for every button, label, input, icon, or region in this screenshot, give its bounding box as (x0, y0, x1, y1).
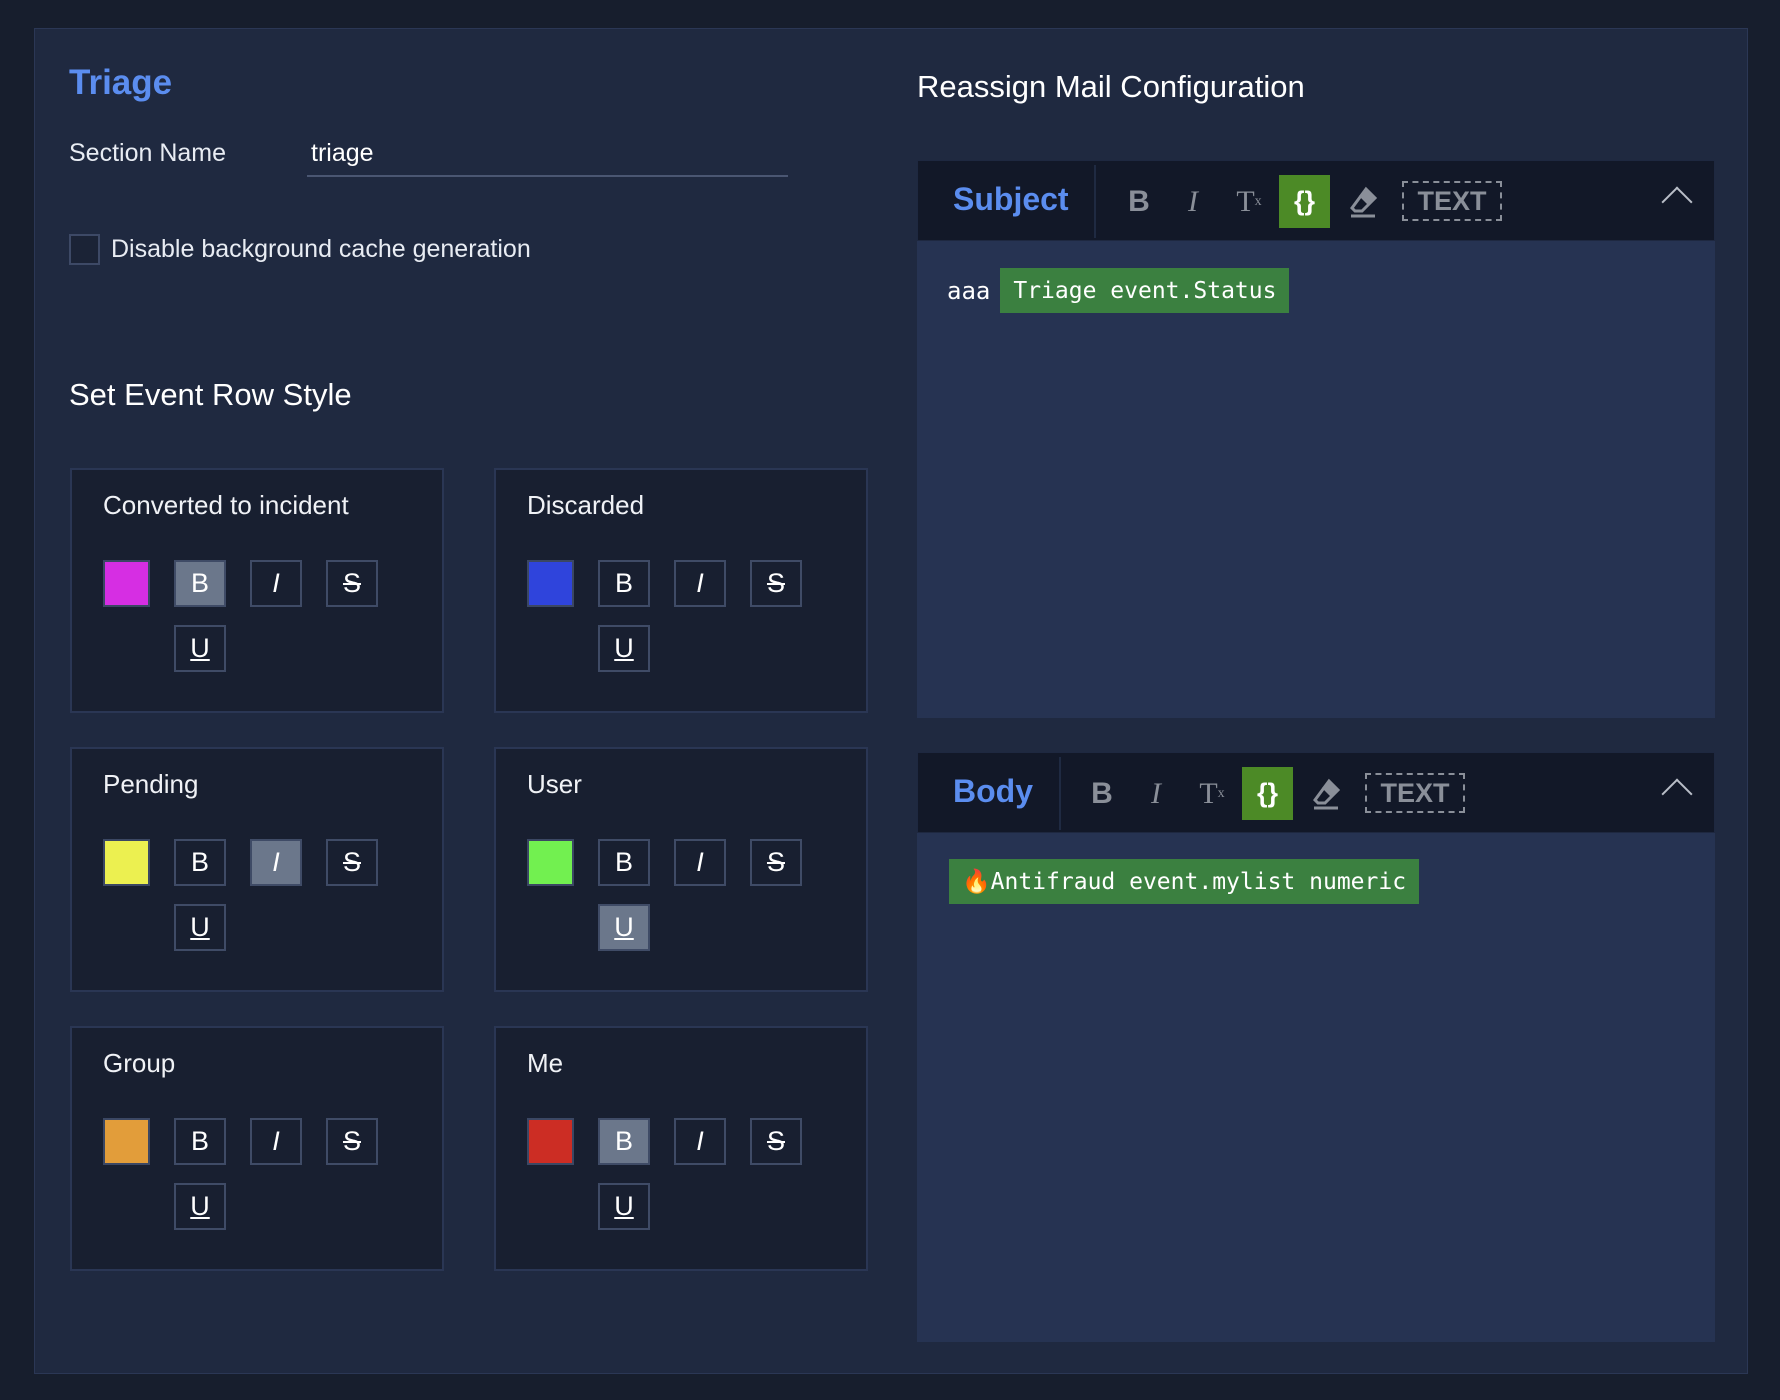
subject-content[interactable]: aaa Triage event.Status (947, 268, 1290, 313)
section-name-label: Section Name (69, 139, 227, 167)
italic-icon[interactable]: I (1151, 776, 1161, 810)
underline-toggle[interactable]: U (598, 1183, 650, 1230)
text-button[interactable]: TEXT (1365, 773, 1465, 813)
text-button[interactable]: TEXT (1402, 181, 1502, 221)
strikethrough-toggle[interactable]: S (326, 1118, 378, 1165)
bold-toggle[interactable]: B (598, 839, 650, 886)
bold-icon[interactable]: B (1091, 776, 1113, 810)
card-label: Group (103, 1048, 176, 1078)
bold-toggle[interactable]: B (174, 560, 226, 607)
card-label: User (527, 769, 582, 799)
row-style-heading: Set Event Row Style (69, 377, 352, 412)
color-swatch[interactable] (103, 839, 150, 886)
italic-toggle[interactable]: I (250, 560, 302, 607)
italic-toggle[interactable]: I (674, 560, 726, 607)
eraser-icon[interactable] (1306, 771, 1346, 816)
italic-toggle[interactable]: I (250, 839, 302, 886)
body-variable-chip[interactable]: 🔥Antifraud event.mylist numeric (949, 859, 1420, 904)
color-swatch[interactable] (527, 560, 574, 607)
color-swatch[interactable] (527, 839, 574, 886)
card-label: Me (527, 1048, 564, 1078)
collapse-chevron-icon[interactable] (1661, 186, 1693, 218)
underline-toggle[interactable]: U (174, 904, 226, 951)
color-swatch[interactable] (103, 560, 150, 607)
section-name-input[interactable]: triage (307, 131, 788, 177)
bold-toggle[interactable]: B (598, 1118, 650, 1165)
underline-toggle[interactable]: U (598, 904, 650, 951)
italic-toggle[interactable]: I (674, 839, 726, 886)
collapse-chevron-icon[interactable] (1661, 778, 1693, 810)
toolbar-divider (1094, 165, 1096, 238)
italic-icon[interactable]: I (1188, 184, 1198, 218)
card-label: Pending (103, 769, 199, 799)
body-label: Body (953, 773, 1033, 809)
row-style-card: Group B I S U (70, 1026, 444, 1271)
disable-cache-label[interactable]: Disable background cache generation (111, 235, 531, 263)
toolbar-divider (1059, 757, 1061, 830)
subject-variable-chip[interactable]: Triage event.Status (1000, 268, 1290, 313)
row-style-card: User B I S U (494, 747, 868, 992)
eraser-icon[interactable] (1343, 179, 1383, 224)
row-style-card: Pending B I S U (70, 747, 444, 992)
strikethrough-toggle[interactable]: S (326, 839, 378, 886)
italic-toggle[interactable]: I (674, 1118, 726, 1165)
variable-icon[interactable]: {} (1242, 767, 1293, 820)
bold-toggle[interactable]: B (174, 1118, 226, 1165)
row-style-card: Me B I S U (494, 1026, 868, 1271)
bold-icon[interactable]: B (1128, 184, 1150, 218)
card-label: Converted to incident (103, 490, 349, 520)
card-label: Discarded (527, 490, 645, 520)
color-swatch[interactable] (103, 1118, 150, 1165)
subject-label: Subject (953, 181, 1069, 217)
variable-icon[interactable]: {} (1279, 175, 1330, 228)
section-name-value: triage (311, 138, 374, 167)
bold-toggle[interactable]: B (174, 839, 226, 886)
strikethrough-toggle[interactable]: S (750, 1118, 802, 1165)
disable-cache-checkbox[interactable] (69, 234, 100, 265)
strikethrough-toggle[interactable]: S (326, 560, 378, 607)
row-style-card: Discarded B I S U (494, 468, 868, 713)
subject-text: aaa (947, 276, 991, 305)
underline-toggle[interactable]: U (174, 625, 226, 672)
underline-toggle[interactable]: U (598, 625, 650, 672)
triage-settings-panel: Triage Section Name triage Disable backg… (34, 28, 1748, 1374)
body-content[interactable]: 🔥Antifraud event.mylist numeric (949, 859, 1420, 904)
underline-toggle[interactable]: U (174, 1183, 226, 1230)
strikethrough-toggle[interactable]: S (750, 839, 802, 886)
section-title: Triage (69, 63, 173, 102)
italic-toggle[interactable]: I (250, 1118, 302, 1165)
strikethrough-toggle[interactable]: S (750, 560, 802, 607)
color-swatch[interactable] (527, 1118, 574, 1165)
row-style-card: Converted to incident B I S U (70, 468, 444, 713)
bold-toggle[interactable]: B (598, 560, 650, 607)
mail-config-heading: Reassign Mail Configuration (917, 69, 1305, 104)
